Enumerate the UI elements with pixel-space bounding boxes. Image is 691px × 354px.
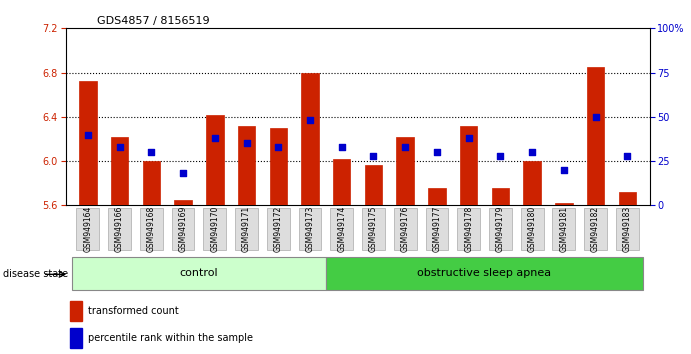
FancyBboxPatch shape [235, 208, 258, 250]
Point [178, 171, 189, 176]
Text: GSM949172: GSM949172 [274, 206, 283, 252]
Text: GSM949175: GSM949175 [369, 206, 378, 252]
Point [527, 149, 538, 155]
Text: obstructive sleep apnea: obstructive sleep apnea [417, 268, 551, 279]
Bar [365, 165, 382, 205]
FancyBboxPatch shape [330, 208, 353, 250]
Point [114, 144, 125, 150]
FancyBboxPatch shape [140, 208, 163, 250]
Text: GSM949182: GSM949182 [591, 206, 600, 252]
Point [463, 135, 474, 141]
Point [337, 144, 348, 150]
Point [82, 132, 93, 137]
Point [495, 153, 506, 159]
Text: disease state: disease state [3, 269, 68, 279]
FancyBboxPatch shape [326, 257, 643, 290]
Text: GSM949164: GSM949164 [84, 206, 93, 252]
Text: GSM949173: GSM949173 [305, 206, 314, 252]
Text: control: control [180, 268, 218, 279]
Point [368, 153, 379, 159]
Text: GSM949174: GSM949174 [337, 206, 346, 252]
Bar [587, 67, 605, 205]
FancyBboxPatch shape [171, 208, 194, 250]
FancyBboxPatch shape [362, 208, 385, 250]
FancyBboxPatch shape [584, 208, 607, 250]
Bar [70, 301, 82, 321]
FancyBboxPatch shape [299, 208, 321, 250]
Bar [397, 137, 414, 205]
Text: GDS4857 / 8156519: GDS4857 / 8156519 [97, 16, 209, 26]
Text: GSM949168: GSM949168 [146, 206, 156, 252]
Point [273, 144, 284, 150]
Point [431, 149, 442, 155]
FancyBboxPatch shape [426, 208, 448, 250]
Bar [428, 188, 446, 205]
Bar [555, 203, 573, 205]
FancyBboxPatch shape [521, 208, 544, 250]
FancyBboxPatch shape [267, 208, 290, 250]
Point [241, 141, 252, 146]
Text: GSM949176: GSM949176 [401, 206, 410, 252]
Text: GSM949171: GSM949171 [242, 206, 251, 252]
Bar [111, 137, 129, 205]
Text: GSM949170: GSM949170 [210, 206, 219, 252]
Bar [79, 81, 97, 205]
Bar [174, 200, 192, 205]
Bar [70, 328, 82, 348]
Point [209, 135, 220, 141]
FancyBboxPatch shape [72, 257, 326, 290]
Text: GSM949179: GSM949179 [496, 206, 505, 252]
FancyBboxPatch shape [457, 208, 480, 250]
Bar [460, 126, 477, 205]
Bar [618, 192, 636, 205]
Bar [269, 128, 287, 205]
Point [622, 153, 633, 159]
Bar [301, 73, 319, 205]
Text: GSM949177: GSM949177 [433, 206, 442, 252]
Point [146, 149, 157, 155]
FancyBboxPatch shape [394, 208, 417, 250]
Text: transformed count: transformed count [88, 306, 179, 316]
FancyBboxPatch shape [552, 208, 576, 250]
FancyBboxPatch shape [489, 208, 512, 250]
Point [558, 167, 569, 173]
Text: percentile rank within the sample: percentile rank within the sample [88, 333, 254, 343]
Bar [238, 126, 255, 205]
FancyBboxPatch shape [203, 208, 226, 250]
Text: GSM949169: GSM949169 [178, 206, 187, 252]
Point [399, 144, 410, 150]
FancyBboxPatch shape [616, 208, 638, 250]
Bar [492, 188, 509, 205]
Text: GSM949180: GSM949180 [528, 206, 537, 252]
Text: GSM949178: GSM949178 [464, 206, 473, 252]
Bar [206, 115, 223, 205]
Point [590, 114, 601, 120]
Bar [333, 159, 350, 205]
Text: GSM949166: GSM949166 [115, 206, 124, 252]
Bar [142, 161, 160, 205]
Point [305, 118, 316, 123]
Text: GSM949181: GSM949181 [559, 206, 569, 252]
Text: GSM949183: GSM949183 [623, 206, 632, 252]
Bar [523, 161, 541, 205]
FancyBboxPatch shape [77, 208, 100, 250]
FancyBboxPatch shape [108, 208, 131, 250]
